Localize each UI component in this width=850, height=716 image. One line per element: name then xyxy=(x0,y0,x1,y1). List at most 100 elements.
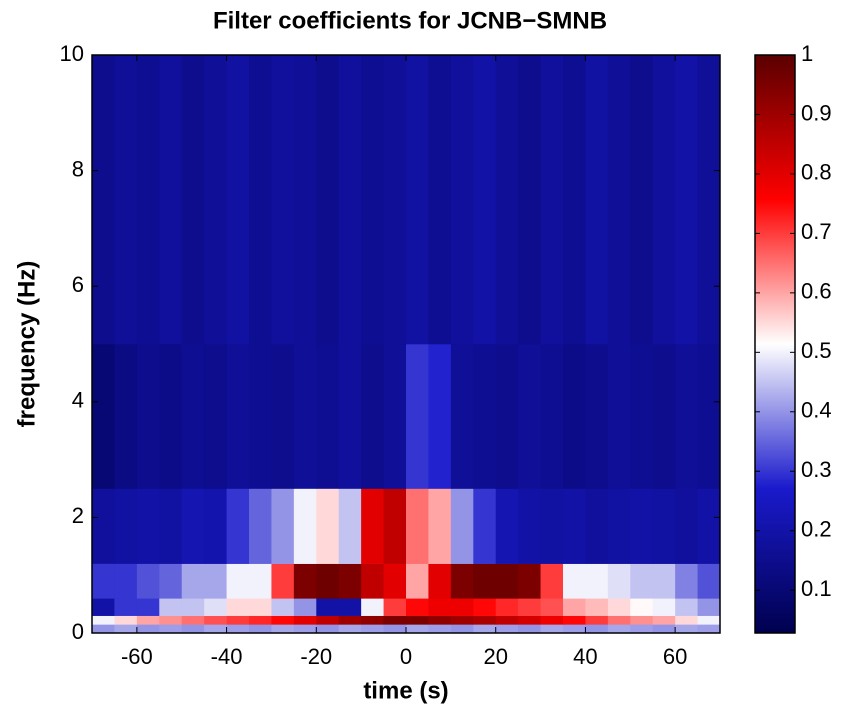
heatmap-cell xyxy=(450,488,474,564)
heatmap-cell xyxy=(226,624,250,634)
heatmap-cell xyxy=(92,488,115,564)
heatmap-cell xyxy=(585,55,609,345)
heatmap-cell xyxy=(607,488,631,564)
heatmap-cell xyxy=(159,488,183,564)
heatmap-cell xyxy=(136,344,160,489)
heatmap-cell xyxy=(607,563,631,599)
x-axis-label: time (s) xyxy=(363,677,448,704)
heatmap-cell xyxy=(518,624,542,634)
heatmap-cell xyxy=(518,344,542,489)
heatmap-cell xyxy=(450,563,474,599)
heatmap-cell xyxy=(338,598,362,616)
heatmap-cell xyxy=(293,344,317,489)
heatmap-cell xyxy=(675,563,699,599)
heatmap-cell xyxy=(563,624,586,634)
heatmap-cell xyxy=(92,624,115,634)
heatmap-cell xyxy=(249,55,272,345)
x-tick-label: -60 xyxy=(121,644,153,669)
heatmap-cell xyxy=(204,488,228,564)
y-axis-label: frequency (Hz) xyxy=(13,261,40,428)
y-tick-label: 10 xyxy=(60,41,84,66)
heatmap-cell xyxy=(226,615,250,625)
heatmap-cell xyxy=(450,55,474,345)
colorbar-tick-label: 1 xyxy=(801,41,813,66)
heatmap-cell xyxy=(607,55,631,345)
heatmap-cell xyxy=(652,55,676,345)
heatmap-cell xyxy=(204,55,228,345)
y-tick-label: 6 xyxy=(72,272,84,297)
heatmap-cell xyxy=(338,55,362,345)
heatmap-cell xyxy=(92,598,115,616)
heatmap-cell xyxy=(697,488,721,564)
heatmap-cell xyxy=(204,624,228,634)
heatmap-cell xyxy=(518,598,542,616)
heatmap-cell xyxy=(271,344,295,489)
heatmap-cell xyxy=(181,488,205,564)
heatmap-cell xyxy=(697,615,721,625)
heatmap-cell xyxy=(383,563,407,599)
heatmap-cell xyxy=(92,55,115,345)
colorbar-tick-label: 0.6 xyxy=(801,279,832,304)
heatmap-cell xyxy=(585,563,609,599)
heatmap-cell xyxy=(585,624,609,634)
colorbar-tick-label: 0.8 xyxy=(801,160,832,185)
heatmap-cell xyxy=(361,55,385,345)
heatmap-cell xyxy=(383,598,407,616)
heatmap-cell xyxy=(585,344,609,489)
heatmap-cell xyxy=(338,344,362,489)
heatmap-cell xyxy=(428,563,452,599)
heatmap-cell xyxy=(159,624,183,634)
heatmap-cell xyxy=(675,615,699,625)
heatmap-cell xyxy=(181,563,205,599)
heatmap-cell xyxy=(495,598,519,616)
heatmap-cell xyxy=(607,615,631,625)
heatmap-cell xyxy=(271,563,295,599)
x-tick-label: 40 xyxy=(573,644,597,669)
heatmap-cell xyxy=(383,55,407,345)
heatmap-cell xyxy=(585,615,609,625)
heatmap-cell xyxy=(540,615,564,625)
heatmap-cell xyxy=(540,55,564,345)
heatmap-cell xyxy=(697,55,721,345)
heatmap-cell xyxy=(406,563,429,599)
heatmap-cell xyxy=(563,598,586,616)
heatmap-cell xyxy=(540,624,564,634)
heatmap-cell xyxy=(540,488,564,564)
heatmap-cell xyxy=(249,615,272,625)
heatmap-cell xyxy=(607,598,631,616)
heatmap-cell xyxy=(92,563,115,599)
heatmap-cell xyxy=(630,615,654,625)
heatmap-cell xyxy=(428,488,452,564)
x-tick-label: 0 xyxy=(400,644,412,669)
heatmap-cell xyxy=(563,563,586,599)
heatmap-cell xyxy=(473,598,497,616)
colorbar-tick-label: 0.9 xyxy=(801,100,832,125)
heatmap-cell xyxy=(675,488,699,564)
heatmap-cell xyxy=(630,344,654,489)
heatmap-cell xyxy=(697,598,721,616)
heatmap-cell xyxy=(114,55,138,345)
heatmap-cell xyxy=(652,344,676,489)
heatmap-cell xyxy=(136,563,160,599)
heatmap-cell xyxy=(652,598,676,616)
colorbar-tick-label: 0.4 xyxy=(801,398,832,423)
chart-title: Filter coefficients for JCNB−SMNB xyxy=(213,7,607,34)
heatmap-cell xyxy=(114,488,138,564)
heatmap-cell xyxy=(226,488,250,564)
heatmap-cell xyxy=(383,624,407,634)
heatmap-cell xyxy=(136,624,160,634)
heatmap-cell xyxy=(473,55,497,345)
heatmap-cell xyxy=(450,624,474,634)
heatmap-cell xyxy=(114,344,138,489)
heatmap-cell xyxy=(406,488,429,564)
heatmap-cell xyxy=(136,55,160,345)
heatmap-cell xyxy=(406,55,429,345)
heatmap-cell xyxy=(383,344,407,489)
heatmap-cell xyxy=(361,598,385,616)
heatmap-cell xyxy=(181,624,205,634)
heatmap-cell xyxy=(204,563,228,599)
heatmap-cell xyxy=(226,344,250,489)
heatmap-cell xyxy=(630,624,654,634)
heatmap-cell xyxy=(361,344,385,489)
